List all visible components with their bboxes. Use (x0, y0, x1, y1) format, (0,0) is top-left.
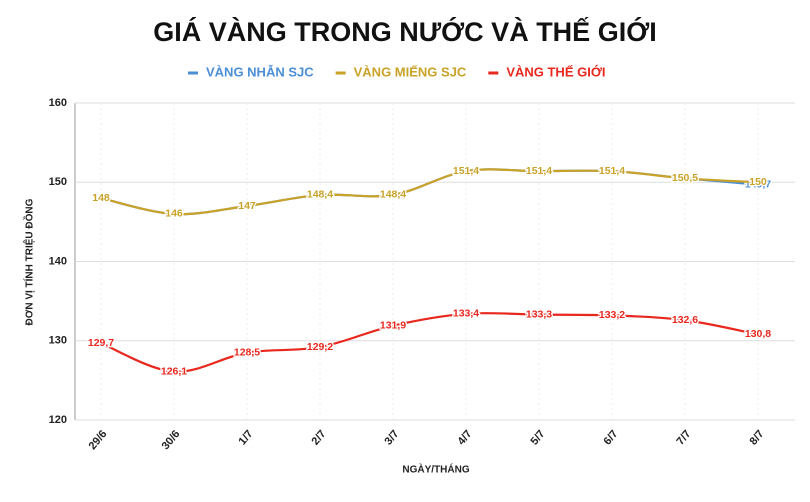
legend-label: VÀNG THẾ GIỚI (506, 64, 605, 79)
x-tick-label: 8/7 (747, 428, 766, 447)
x-tick-label: 7/7 (674, 428, 693, 447)
x-axis-title: NGÀY/THÁNG (402, 463, 469, 476)
data-label: 129,2 (307, 341, 333, 353)
data-label: 129,7 (88, 337, 114, 349)
data-label: 126,1 (161, 365, 187, 377)
x-tick-label: 1/7 (236, 428, 255, 447)
y-tick-label: 130 (49, 335, 67, 347)
data-label: 148,4 (380, 189, 406, 201)
data-label: 133,2 (599, 309, 625, 321)
y-tick-label: 150 (49, 176, 67, 188)
x-tick-label: 5/7 (528, 428, 547, 447)
data-label: 146 (165, 208, 183, 220)
x-tick-label: 30/6 (160, 428, 183, 452)
data-label: 130,8 (745, 328, 771, 340)
data-label: 151,4 (526, 165, 552, 177)
x-tick-label: 4/7 (455, 428, 474, 447)
data-label: 150,5 (672, 172, 698, 184)
y-axis-title: ĐƠN VỊ TÍNH TRIỆU ĐỒNG (23, 198, 36, 325)
x-tick-label: 3/7 (382, 428, 401, 447)
x-tick-label: 6/7 (601, 428, 620, 447)
data-label: 147 (238, 200, 256, 212)
data-label: 132,6 (672, 314, 698, 326)
legend-label: VÀNG MIẾNG SJC (354, 64, 467, 79)
data-label: 133,3 (526, 308, 552, 320)
y-tick-label: 140 (49, 255, 67, 267)
y-tick-label: 120 (49, 414, 67, 426)
data-label: 128,5 (234, 346, 260, 358)
data-label: 133,4 (453, 308, 479, 320)
data-label: 151,4 (453, 165, 479, 177)
x-tick-label: 29/6 (87, 428, 110, 452)
y-tick-label: 160 (49, 97, 67, 109)
x-tick-label: 2/7 (309, 428, 328, 447)
data-label: 151,4 (599, 165, 625, 177)
series-line (100, 312, 759, 373)
legend-label: VÀNG NHẪN SJC (206, 64, 314, 79)
series-line (100, 168, 759, 216)
data-label: 131,9 (380, 319, 406, 331)
data-label: 148,4 (307, 189, 333, 201)
data-label: 150 (749, 176, 767, 188)
chart-title: GIÁ VÀNG TRONG NƯỚC VÀ THẾ GIỚI (153, 16, 656, 47)
data-label: 148 (92, 192, 110, 204)
